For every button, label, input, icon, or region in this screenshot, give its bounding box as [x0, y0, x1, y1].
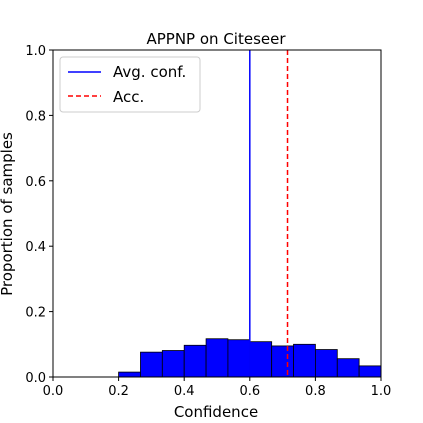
y-tick-label: 0.8: [25, 109, 46, 124]
plot-frame: [52, 49, 382, 378]
y-tick-label: 0.4: [25, 240, 46, 255]
legend-label-acc: Acc.: [113, 88, 144, 106]
x-axis-ticks: 0.0 0.2 0.4 0.6 0.8 1.0: [43, 377, 392, 399]
histogram-bar: [227, 339, 251, 378]
histogram-bar: [140, 351, 163, 378]
legend: Avg. conf. Acc.: [59, 56, 201, 113]
legend-label-avg-conf: Avg. conf.: [113, 63, 186, 81]
x-axis-label: Confidence: [174, 403, 258, 421]
y-tick-label: 0.0: [25, 371, 46, 386]
histogram-bar: [205, 338, 229, 378]
x-tick-label: 1.0: [371, 384, 392, 399]
y-tick-label: 0.6: [25, 175, 46, 190]
histogram-bar: [314, 349, 338, 378]
x-tick-label: 0.0: [43, 384, 64, 399]
chart-title: APPNP on Citeseer: [146, 30, 286, 48]
reference-lines: [249, 50, 289, 377]
histogram-bars: [118, 338, 382, 378]
y-tick-label: 1.0: [25, 44, 46, 59]
x-tick-label: 0.4: [174, 384, 195, 399]
legend-box: [59, 56, 201, 113]
y-axis-ticks: 0.0 0.2 0.4 0.6 0.8 1.0: [25, 44, 53, 386]
histogram-bar: [271, 345, 294, 378]
x-tick-label: 0.6: [239, 384, 260, 399]
y-axis-label: Proportion of samples: [0, 132, 16, 296]
x-tick-label: 0.2: [108, 384, 129, 399]
histogram-bar: [183, 344, 207, 378]
histogram-bar: [358, 365, 382, 378]
x-tick-label: 0.8: [305, 384, 326, 399]
histogram-bar: [161, 350, 185, 378]
histogram-bar: [336, 358, 360, 378]
y-tick-label: 0.2: [25, 306, 46, 321]
histogram-bar: [293, 343, 316, 378]
histogram-bar: [249, 341, 273, 378]
histogram-bar: [118, 371, 141, 378]
